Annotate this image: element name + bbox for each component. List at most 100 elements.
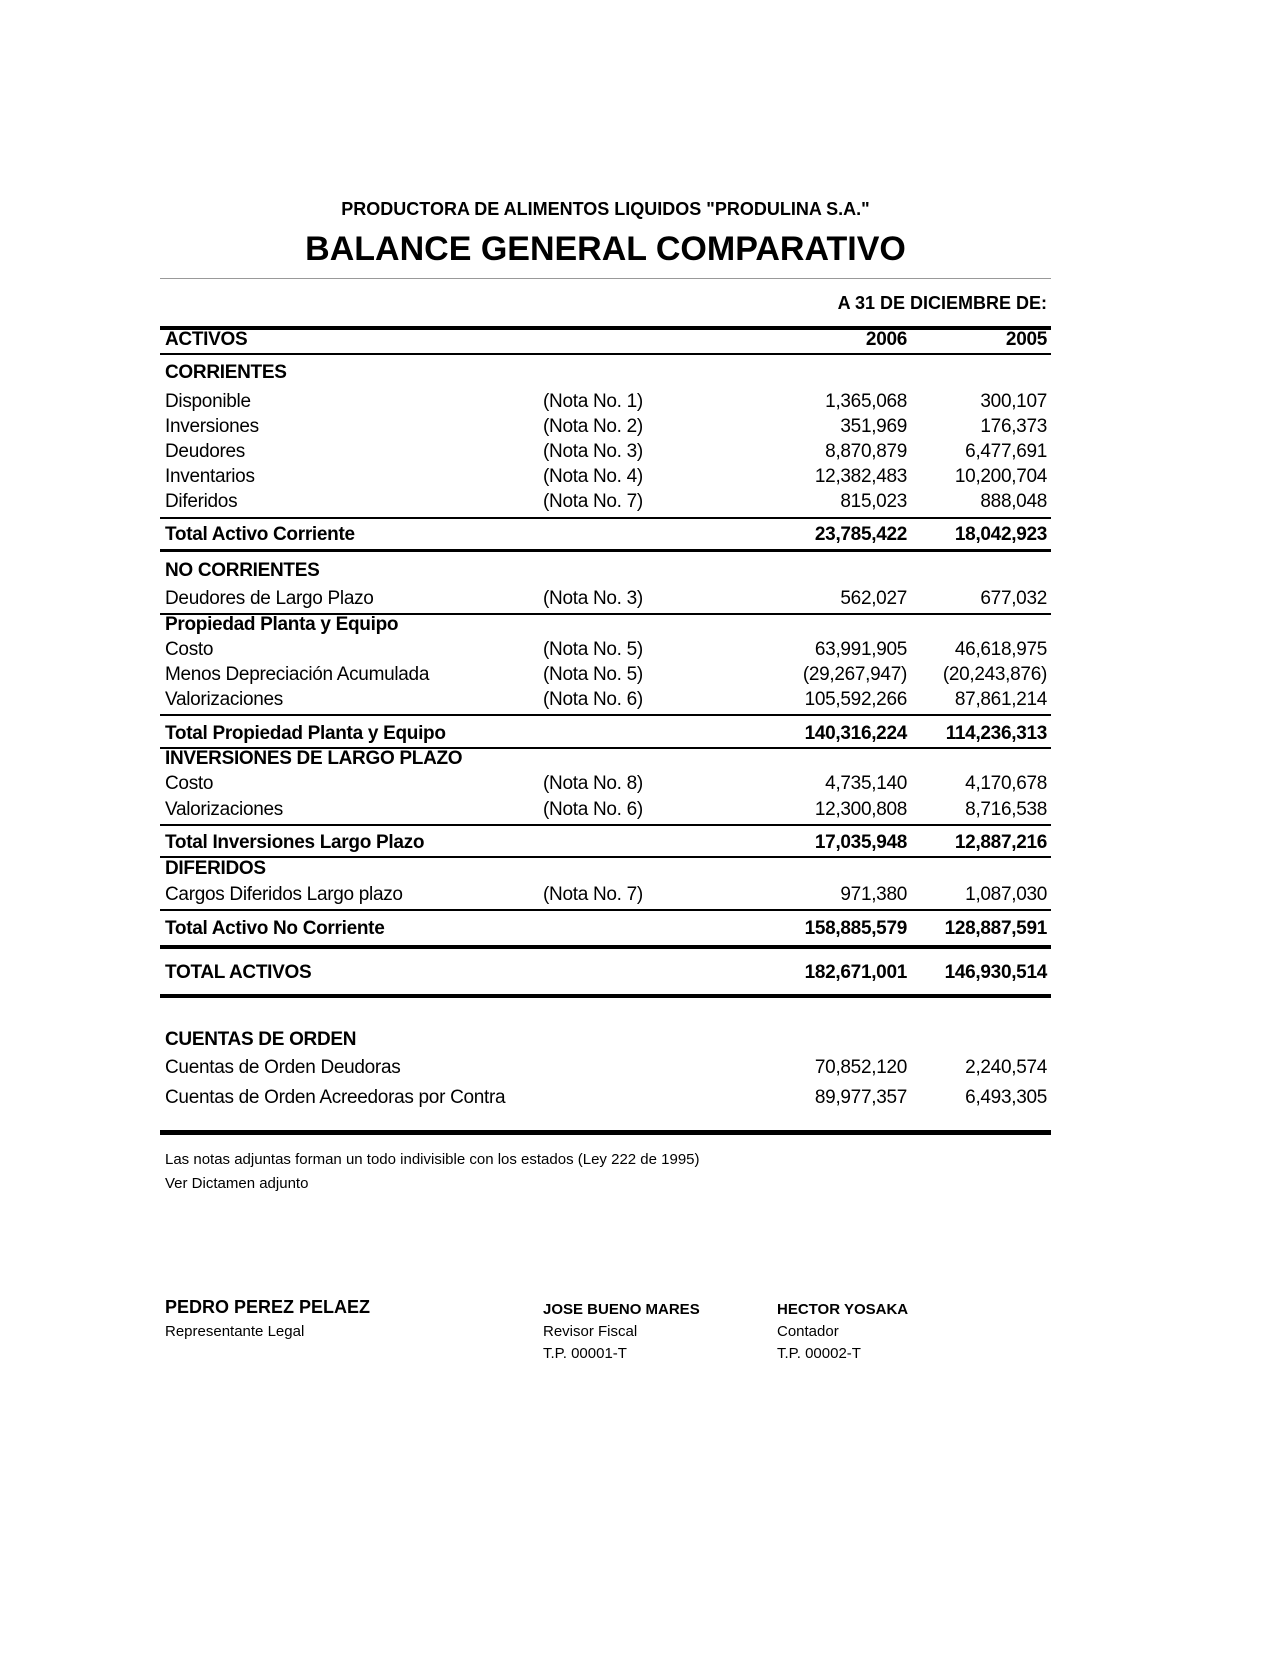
table-row: Inversiones (Nota No. 2) 351,969 176,373: [160, 415, 1051, 439]
value-2005: 114,236,313: [945, 723, 1048, 744]
table-row: DIFERIDOS: [160, 857, 1051, 881]
row-label: Cargos Diferidos Largo plazo: [165, 884, 403, 905]
row-note: (Nota No. 1): [543, 391, 643, 412]
divider: [160, 856, 1051, 858]
table-row: Deudores (Nota No. 3) 8,870,879 6,477,691: [160, 440, 1051, 464]
divider: [160, 945, 1051, 949]
signature-name: PEDRO PEREZ PELAEZ: [165, 1297, 371, 1317]
value-2006: 815,023: [840, 491, 907, 512]
row-label: Valorizaciones: [165, 799, 283, 820]
table-row: Cuentas de Orden Acreedoras por Contra 89…: [160, 1086, 1051, 1110]
row-label: DIFERIDOS: [165, 858, 266, 879]
signature-name: JOSE BUENO MARES: [543, 1301, 700, 1318]
table-row: TOTAL ACTIVOS 182,671,001 146,930,514: [160, 961, 1051, 985]
signature-role: Representante Legal: [165, 1323, 305, 1340]
value-2005: 1,087,030: [965, 884, 1047, 905]
row-label: Propiedad Planta y Equipo: [165, 614, 399, 635]
title-divider: [160, 278, 1051, 279]
divider: [160, 517, 1051, 519]
value-2006: 140,316,224: [804, 723, 908, 744]
divider: [160, 747, 1051, 749]
table-row: Diferidos (Nota No. 7) 815,023 888,048: [160, 490, 1051, 514]
row-label: Total Inversiones Largo Plazo: [165, 832, 425, 853]
value-2005: 18,042,923: [954, 524, 1047, 545]
row-label: Deudores de Largo Plazo: [165, 588, 374, 609]
value-2006: 12,300,808: [814, 799, 907, 820]
table-row: Total Activo Corriente 23,785,422 18,042,9…: [160, 523, 1051, 547]
row-label: INVERSIONES DE LARGO PLAZO: [165, 748, 463, 769]
table-row: Total Propiedad Planta y Equipo 140,316,2…: [160, 722, 1051, 746]
divider: [160, 549, 1051, 552]
value-2006: 12,382,483: [814, 466, 907, 487]
company-name: PRODUCTORA DE ALIMENTOS LIQUIDOS "PRODUL…: [341, 199, 870, 219]
row-label: Total Propiedad Planta y Equipo: [165, 723, 446, 744]
row-label: CORRIENTES: [165, 362, 287, 383]
table-row: Total Inversiones Largo Plazo 17,035,948 1…: [160, 831, 1051, 855]
table-row: Valorizaciones (Nota No. 6) 105,592,266 87,…: [160, 688, 1051, 712]
row-label: Disponible: [165, 391, 251, 412]
value-2006: 23,785,422: [814, 524, 907, 545]
value-2005: 8,716,538: [965, 799, 1047, 820]
row-label: ACTIVOS: [165, 329, 248, 350]
value-2006: (29,267,947): [802, 664, 907, 685]
table-row: Cuentas de Orden Deudoras 70,852,120 2,240…: [160, 1056, 1051, 1080]
value-2005: 300,107: [980, 391, 1047, 412]
row-note: (Nota No. 8): [543, 773, 643, 794]
divider: [160, 353, 1051, 355]
value-2005: (20,243,876): [942, 664, 1047, 685]
value-2005: 46,618,975: [954, 639, 1047, 660]
value-2006: 89,977,357: [814, 1087, 907, 1108]
page-title: BALANCE GENERAL COMPARATIVO: [305, 230, 906, 268]
value-2005: 2005: [1005, 329, 1047, 350]
value-2006: 971,380: [840, 884, 907, 905]
value-2005: 677,032: [980, 588, 1047, 609]
row-note: (Nota No. 3): [543, 441, 643, 462]
value-2006: 1,365,068: [825, 391, 907, 412]
value-2006: 2006: [865, 329, 907, 350]
value-2006: 4,735,140: [825, 773, 907, 794]
divider: [160, 326, 1051, 330]
row-note: (Nota No. 6): [543, 689, 643, 710]
value-2006: 17,035,948: [814, 832, 907, 853]
row-label: Inventarios: [165, 466, 255, 487]
table-row: INVERSIONES DE LARGO PLAZO: [160, 747, 1051, 771]
value-2006: 63,991,905: [814, 639, 907, 660]
divider: [160, 613, 1051, 615]
divider: [160, 994, 1051, 998]
date-label: A 31 DE DICIEMBRE DE:: [837, 293, 1047, 313]
row-label: Total Activo Corriente: [165, 524, 355, 545]
value-2005: 146,930,514: [944, 962, 1048, 983]
signature-role: Contador: [777, 1323, 839, 1340]
row-note: (Nota No. 7): [543, 491, 643, 512]
value-2006: 562,027: [840, 588, 907, 609]
row-label: NO CORRIENTES: [165, 560, 320, 581]
table-row: Total Activo No Corriente 158,885,579 128,…: [160, 917, 1051, 941]
table-row: Propiedad Planta y Equipo: [160, 613, 1051, 637]
row-label: Valorizaciones: [165, 689, 283, 710]
value-2005: 2,240,574: [965, 1057, 1047, 1078]
table-row: CORRIENTES: [160, 361, 1051, 385]
value-2006: 351,969: [840, 416, 907, 437]
row-note: (Nota No. 4): [543, 466, 643, 487]
footer-note: Ver Dictamen adjunto: [165, 1175, 309, 1192]
value-2006: 70,852,120: [814, 1057, 907, 1078]
row-note: (Nota No. 2): [543, 416, 643, 437]
row-note: (Nota No. 5): [543, 639, 643, 660]
value-2005: 10,200,704: [954, 466, 1047, 487]
table-row: NO CORRIENTES: [160, 559, 1051, 583]
signature-tp: T.P. 00001-T: [543, 1345, 627, 1362]
row-note: (Nota No. 6): [543, 799, 643, 820]
table-row: Costo (Nota No. 5) 63,991,905 46,618,975: [160, 638, 1051, 662]
table-header-row: ACTIVOS 2006 2005: [160, 328, 1051, 352]
value-2005: 4,170,678: [965, 773, 1047, 794]
signature-role: Revisor Fiscal: [543, 1323, 638, 1340]
divider: [160, 714, 1051, 716]
row-note: (Nota No. 3): [543, 588, 643, 609]
table-row: Valorizaciones (Nota No. 6) 12,300,808 8,71…: [160, 798, 1051, 822]
row-label: Cuentas de Orden Acreedoras por Contra: [165, 1087, 506, 1108]
value-2006: 8,870,879: [825, 441, 907, 462]
value-2005: 6,477,691: [965, 441, 1047, 462]
divider: [160, 824, 1051, 826]
row-note: (Nota No. 7): [543, 884, 643, 905]
divider: [160, 909, 1051, 911]
